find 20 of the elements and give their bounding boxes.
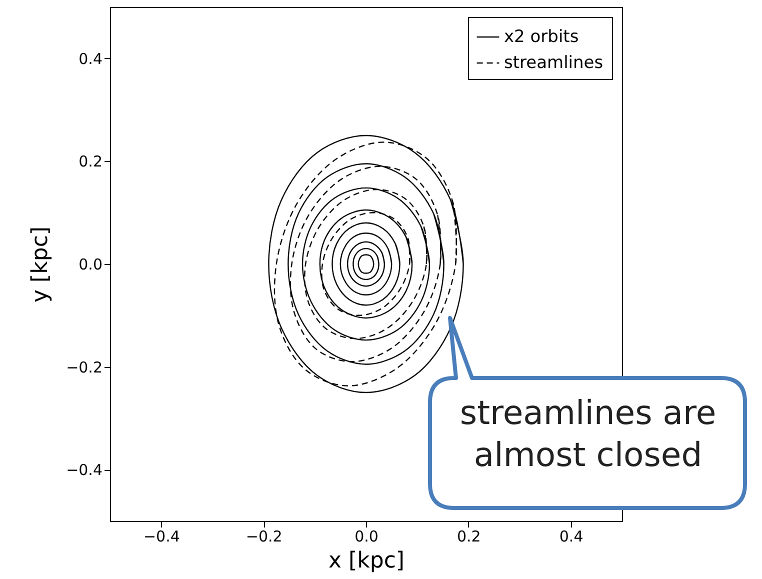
line-series bbox=[352, 248, 380, 280]
x-tick-label: 0.2 bbox=[456, 528, 481, 546]
annotation: streamlines are almost closed bbox=[458, 392, 718, 476]
line-series bbox=[332, 222, 400, 306]
y-tick-label: 0.0 bbox=[78, 256, 102, 274]
y-axis-title: y [kpc] bbox=[28, 226, 54, 302]
line-series bbox=[346, 241, 386, 287]
legend-label: streamlines bbox=[504, 53, 604, 73]
x-axis-title: x [kpc] bbox=[328, 548, 404, 574]
legend-label: x2 orbits bbox=[504, 27, 579, 47]
x-tick-label: −0.2 bbox=[246, 528, 282, 546]
y-tick-label: −0.2 bbox=[66, 358, 102, 376]
y-tick-label: −0.4 bbox=[66, 461, 102, 480]
line-series bbox=[358, 254, 374, 274]
line-series bbox=[340, 232, 392, 296]
x-tick-label: 0.4 bbox=[559, 528, 584, 546]
x-tick-label: 0.0 bbox=[354, 528, 378, 546]
y-tick-label: 0.4 bbox=[78, 50, 102, 68]
y-tick-label: 0.2 bbox=[78, 152, 102, 171]
x-tick-label: −0.4 bbox=[143, 528, 180, 546]
